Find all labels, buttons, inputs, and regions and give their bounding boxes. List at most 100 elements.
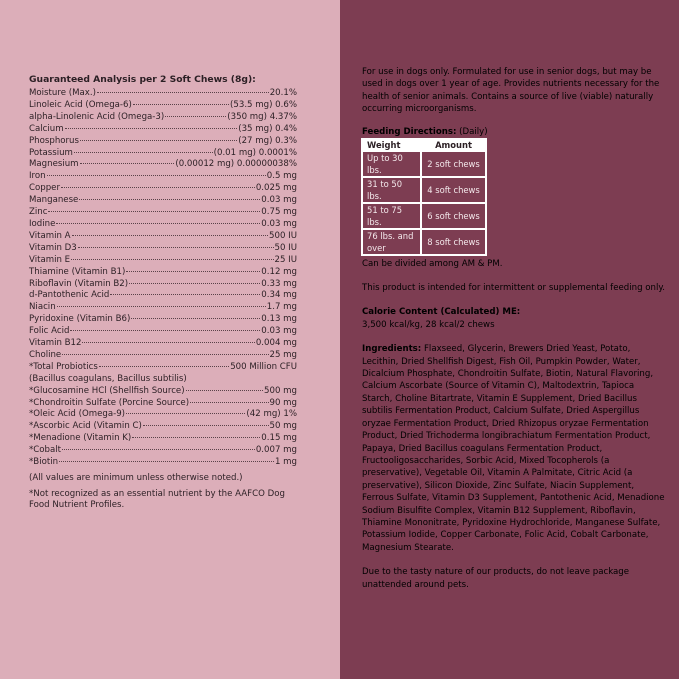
analysis-row: Iron 0.5 mg	[29, 171, 297, 183]
nutrient-value: 50 mg	[269, 421, 298, 432]
feeding-table: Weight Amount Up to 30 lbs. 2 soft chews 3…	[361, 137, 487, 256]
nutrient-value: (0.00012 mg) 0.00000038%	[175, 159, 297, 170]
nutrient-value: 0.5 mg	[266, 171, 297, 182]
footnote-aafco: *Not recognized as an essential nutrient…	[29, 488, 285, 511]
dot-leader	[110, 294, 261, 296]
feeding-row: 76 lbs. and over 8 soft chews	[363, 229, 485, 254]
dot-leader	[126, 413, 246, 415]
dot-leader	[79, 199, 261, 201]
nutrient-value: 500 IU	[269, 230, 297, 241]
nutrient-name: alpha-Linolenic Acid (Omega-3)	[29, 111, 165, 122]
feeding-row: 31 to 50 lbs. 4 soft chews	[363, 177, 485, 202]
dot-leader	[62, 449, 255, 451]
analysis-row: Manganese 0.03 mg	[29, 195, 297, 207]
analysis-row: Potassium (0.01 mg) 0.0001%	[29, 148, 297, 160]
nutrient-value: 90 mg	[269, 397, 298, 408]
nutrient-value: (0.01 mg) 0.0001%	[213, 147, 297, 158]
analysis-list-extra: *Glucosamine HCl (Shellfish Source) 500 m…	[29, 386, 297, 469]
nutrient-value: 0.007 mg	[255, 445, 297, 456]
nutrient-value: (42 mg) 1%	[246, 409, 297, 420]
dot-leader	[71, 234, 269, 236]
dot-leader	[131, 318, 261, 320]
warning-text: Due to the tasty nature of our products,…	[362, 567, 630, 590]
dot-leader	[46, 175, 266, 177]
header-amount: Amount	[422, 139, 485, 150]
analysis-row: Zinc 0.75 mg	[29, 207, 297, 219]
dot-leader	[129, 282, 261, 284]
nutrient-name: d-Pantothenic Acid	[29, 290, 110, 301]
analysis-row: *Menadione (Vitamin K) 0.15 mg	[29, 433, 297, 445]
analysis-row: Riboflavin (Vitamin B2) 0.33 mg	[29, 279, 297, 291]
feeding-row: 51 to 75 lbs. 6 soft chews	[363, 203, 485, 228]
nutrient-value: 1.7 mg	[266, 302, 297, 313]
dot-leader	[62, 353, 269, 355]
nutrient-name: *Ascorbic Acid (Vitamin C)	[29, 421, 142, 432]
nutrient-name: *Glucosamine HCl (Shellfish Source)	[29, 385, 185, 396]
nutrient-name: *Chondroitin Sulfate (Porcine Source)	[29, 397, 190, 408]
amount-cell: 8 soft chews	[422, 229, 485, 254]
footnote-minimum: (All values are minimum unless otherwise…	[29, 473, 243, 483]
analysis-row: Pyridoxine (Vitamin B6) 0.13 mg	[29, 314, 297, 326]
analysis-row: Thiamine (Vitamin B1) 0.12 mg	[29, 267, 297, 279]
nutrient-name: Iron	[29, 171, 46, 182]
dot-leader	[77, 246, 274, 248]
nutrient-name: Niacin	[29, 302, 56, 313]
nutrient-value: 500 Million CFU	[230, 361, 297, 372]
nutrient-name: Choline	[29, 349, 62, 360]
dot-leader	[142, 425, 269, 427]
amount-cell: 4 soft chews	[422, 177, 485, 202]
dot-leader	[61, 187, 255, 189]
dot-leader	[73, 151, 213, 153]
analysis-row: Moisture (Max.) 20.1%	[29, 88, 297, 100]
nutrient-value: 25 IU	[274, 254, 298, 265]
nutrient-value: 0.33 mg	[261, 278, 297, 289]
nutrient-value: (53.5 mg) 0.6%	[230, 99, 297, 110]
analysis-row: *Total Probiotics 500 Million CFU	[29, 362, 297, 374]
analysis-title: Guaranteed Analysis per 2 Soft Chews (8g…	[29, 74, 256, 85]
nutrient-name: Phosphorus	[29, 135, 79, 146]
nutrient-name: *Oleic Acid (Omega-9)	[29, 409, 126, 420]
dot-leader	[82, 342, 255, 344]
nutrient-name: *Menadione (Vitamin K)	[29, 433, 132, 444]
dot-leader	[59, 461, 274, 463]
nutrient-name: Vitamin B12	[29, 338, 82, 349]
dot-leader	[126, 270, 261, 272]
nutrient-name: Moisture (Max.)	[29, 88, 96, 98]
nutrient-name: Copper	[29, 183, 60, 194]
analysis-row: Phosphorus (27 mg) 0.3%	[29, 136, 297, 148]
divide-note: Can be divided among AM & PM.	[362, 258, 503, 269]
dot-leader	[98, 365, 230, 367]
analysis-row: *Biotin 1 mg	[29, 457, 297, 469]
weight-cell: Up to 30 lbs.	[363, 151, 421, 176]
intro-text: For use in dogs only. Formulated for use…	[362, 67, 660, 115]
analysis-row: Iodine 0.03 mg	[29, 219, 297, 231]
analysis-row: *Chondroitin Sulfate (Porcine Source) 90 …	[29, 398, 297, 410]
nutrient-name: Magnesium	[29, 159, 79, 170]
nutrient-value: 50 IU	[274, 242, 298, 253]
nutrient-value: 20.1%	[269, 88, 297, 98]
nutrient-name: Calcium	[29, 123, 64, 134]
ingredients: Ingredients: Flaxseed, Glycerin, Brewers…	[362, 344, 665, 553]
analysis-row: Choline 25 mg	[29, 350, 297, 362]
nutrient-name: *Biotin	[29, 457, 59, 468]
dot-leader	[132, 103, 230, 105]
analysis-list: Moisture (Max.) 20.1% Linoleic Acid (Omega…	[29, 88, 297, 374]
dot-leader	[79, 163, 175, 165]
supplemental-note: This product is intended for intermitten…	[362, 283, 665, 294]
info-panel	[340, 0, 679, 679]
nutrient-value: 0.75 mg	[261, 207, 297, 218]
weight-cell: 31 to 50 lbs.	[363, 177, 421, 202]
nutrient-name: Pyridoxine (Vitamin B6)	[29, 314, 131, 325]
analysis-row: Niacin 1.7 mg	[29, 302, 297, 314]
nutrient-name: Folic Acid	[29, 326, 70, 337]
nutrient-name: *Cobalt	[29, 445, 62, 456]
feeding-row: Up to 30 lbs. 2 soft chews	[363, 151, 485, 176]
amount-cell: 2 soft chews	[422, 151, 485, 176]
nutrient-value: 0.03 mg	[261, 218, 297, 229]
nutrient-name: Zinc	[29, 207, 48, 218]
dot-leader	[96, 92, 269, 93]
nutrient-name: *Total Probiotics	[29, 361, 98, 372]
nutrient-value: 500 mg	[264, 385, 297, 396]
header-weight: Weight	[363, 139, 421, 150]
dot-leader	[71, 258, 274, 260]
